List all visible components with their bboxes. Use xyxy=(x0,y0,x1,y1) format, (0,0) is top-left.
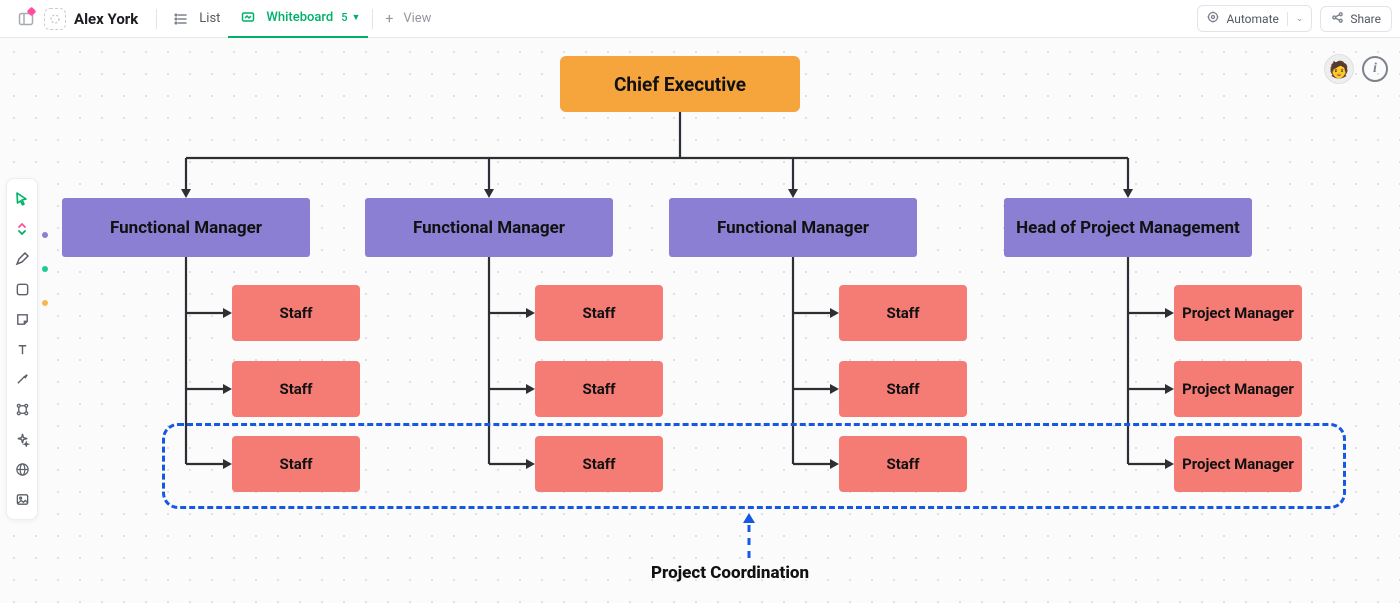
presence-bar: 🧑 i xyxy=(1324,54,1388,84)
tab-label: Whiteboard xyxy=(266,10,333,25)
sidebar-toggle-icon[interactable] xyxy=(14,7,38,31)
org-node[interactable]: Staff xyxy=(232,436,360,492)
add-view-label: View xyxy=(403,11,431,26)
user-avatar[interactable]: 🧑 xyxy=(1324,54,1354,84)
org-node[interactable]: Staff xyxy=(535,436,663,492)
plus-icon: + xyxy=(385,11,393,27)
add-view-button[interactable]: + View xyxy=(377,0,439,38)
side-toolbar xyxy=(6,178,38,520)
org-node[interactable]: Project Manager xyxy=(1174,436,1302,492)
divider xyxy=(156,9,157,29)
doc-title[interactable]: Alex York xyxy=(74,10,138,28)
tool-shape-square[interactable] xyxy=(8,275,36,303)
tool-connector[interactable] xyxy=(8,365,36,393)
whiteboard-canvas[interactable]: 🧑 i Chief ExecutiveFunctional ManagerSta… xyxy=(0,38,1400,603)
tab-list[interactable]: List xyxy=(161,0,228,38)
org-node[interactable]: Functional Manager xyxy=(62,198,310,257)
org-node[interactable]: Staff xyxy=(535,285,663,341)
tool-diagram[interactable] xyxy=(8,395,36,423)
org-node[interactable]: Staff xyxy=(232,285,360,341)
org-node[interactable]: Project Manager xyxy=(1174,361,1302,417)
tab-badge: 5 xyxy=(341,11,347,24)
org-node[interactable]: Head of Project Management xyxy=(1004,198,1252,257)
tab-label: List xyxy=(199,11,220,26)
tool-pen[interactable] xyxy=(8,245,36,273)
org-node[interactable]: Staff xyxy=(839,361,967,417)
org-node[interactable]: Functional Manager xyxy=(669,198,917,257)
org-node[interactable]: Staff xyxy=(839,285,967,341)
org-node[interactable]: Staff xyxy=(232,361,360,417)
org-node[interactable]: Staff xyxy=(839,436,967,492)
doc-icon xyxy=(44,8,66,30)
tool-web[interactable] xyxy=(8,455,36,483)
share-button[interactable]: Share xyxy=(1320,6,1392,32)
list-icon xyxy=(169,7,193,31)
automate-label: Automate xyxy=(1226,12,1278,26)
automate-icon xyxy=(1206,10,1220,27)
tool-cursor[interactable] xyxy=(8,185,36,213)
org-node[interactable]: Chief Executive xyxy=(560,56,800,112)
topbar: Alex York List Whiteboard 5 ▼ + View Aut… xyxy=(0,0,1400,38)
chevron-down-icon: ⌄ xyxy=(1296,14,1304,24)
tab-whiteboard[interactable]: Whiteboard 5 ▼ xyxy=(228,0,368,38)
org-node[interactable]: Project Manager xyxy=(1174,285,1302,341)
chevron-down-icon: ▼ xyxy=(351,12,360,23)
tool-text[interactable] xyxy=(8,335,36,363)
share-icon xyxy=(1331,11,1344,27)
share-label: Share xyxy=(1350,12,1381,26)
info-icon[interactable]: i xyxy=(1362,56,1388,82)
tool-ai[interactable] xyxy=(8,425,36,453)
divider xyxy=(372,9,373,29)
tool-expand[interactable] xyxy=(8,215,36,243)
org-node[interactable]: Functional Manager xyxy=(365,198,613,257)
whiteboard-icon xyxy=(236,6,260,30)
org-node[interactable]: Staff xyxy=(535,361,663,417)
tool-sticky[interactable] xyxy=(8,305,36,333)
project-coordination-label: Project Coordination xyxy=(651,563,809,583)
tool-image[interactable] xyxy=(8,485,36,513)
automate-button[interactable]: Automate ⌄ xyxy=(1197,5,1312,32)
